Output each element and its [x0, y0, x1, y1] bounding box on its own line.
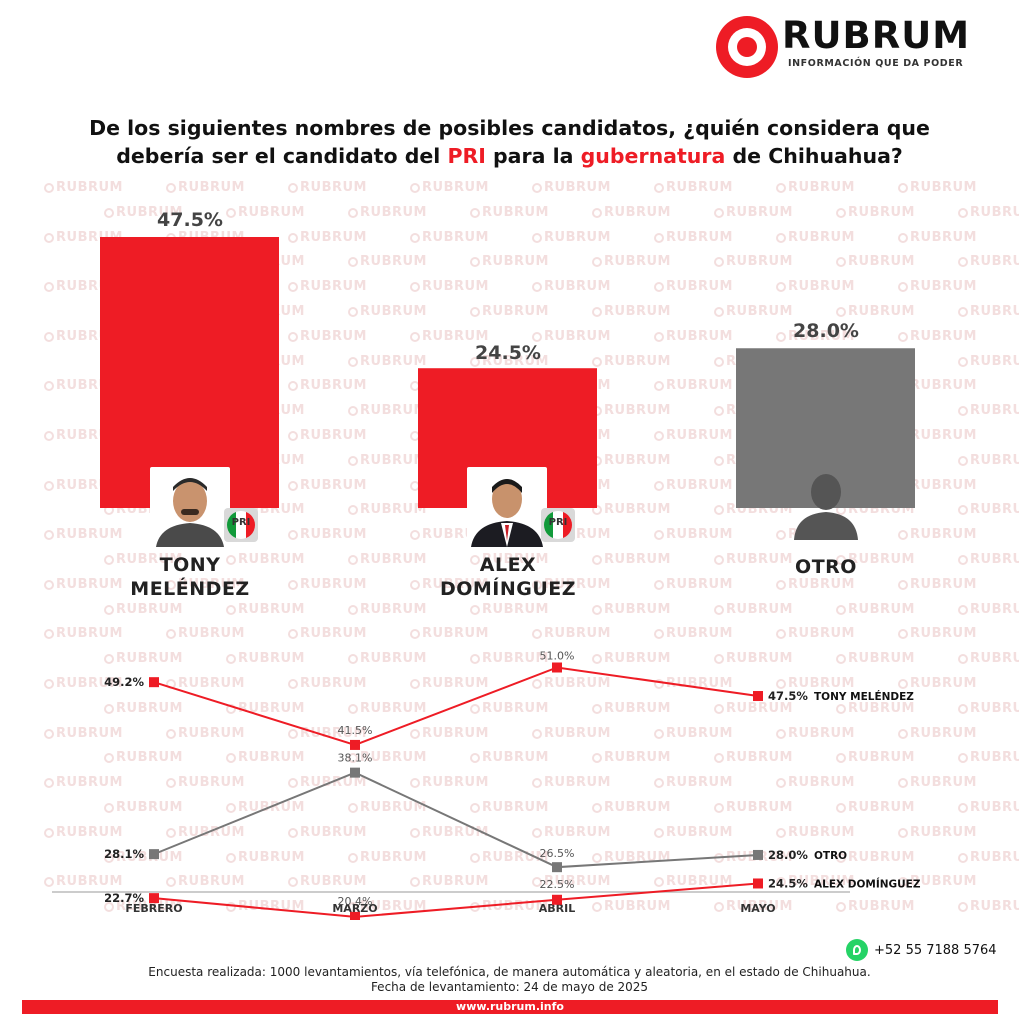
series-name-otro: OTRO — [814, 850, 847, 862]
data-label: 41.5% — [338, 724, 373, 737]
data-point-tony-melendez — [753, 691, 763, 702]
whatsapp-contact[interactable]: +52 55 7188 5764 — [846, 939, 997, 961]
x-tick-label: FEBRERO — [125, 902, 182, 915]
series-line-otro — [153, 771, 759, 869]
title-text-a: debería ser el candidato del — [116, 144, 448, 168]
series-line-tony-melendez — [153, 666, 759, 746]
pri-logo-icon: PRI — [224, 508, 258, 542]
data-label: 20.4% — [338, 895, 373, 908]
rubrum-logo: RUBRUM INFORMACIÓN QUE DA PODER — [716, 14, 996, 78]
series-line-alex-dominguez — [153, 882, 759, 918]
candidate-name-tony: TONY MELÉNDEZ — [130, 554, 250, 600]
data-point-otro — [350, 767, 360, 778]
bar-tony-melendez — [100, 237, 279, 508]
footnote-date: Fecha de levantamiento: 24 de mayo de 20… — [370, 980, 649, 994]
data-label: 47.5% — [768, 689, 808, 703]
title-text-c: para la — [485, 144, 581, 168]
data-point-alex-dominguez — [149, 893, 159, 904]
footer-bar: www.rubrum.info — [22, 1000, 998, 1014]
x-tick-label: MAYO — [740, 902, 775, 915]
survey-footnote: Encuesta realizada: 1000 levantamientos,… — [0, 965, 1019, 995]
trend-line-chart: FEBRERO MARZO ABRIL MAYO 49.2% 41.5% 51.0% 47.5… — [52, 650, 921, 920]
data-point-otro — [552, 862, 562, 873]
series-name-tony-melendez: TONY MELÉNDEZ — [814, 690, 914, 703]
data-label: 51.0% — [540, 650, 575, 663]
data-point-tony-melendez — [552, 662, 562, 673]
logo-circle-icon — [716, 16, 778, 78]
data-label: 49.2% — [104, 675, 144, 689]
tony-melendez-photo — [150, 467, 230, 547]
data-label: 24.5% — [768, 876, 808, 890]
x-tick-label: ABRIL — [539, 902, 575, 915]
data-point-tony-melendez — [149, 677, 159, 688]
data-label: 22.7% — [104, 891, 144, 905]
title-text-e: de Chihuahua? — [725, 144, 903, 168]
whatsapp-number: +52 55 7188 5764 — [874, 942, 997, 958]
data-label: 22.5% — [540, 878, 575, 891]
data-point-otro — [753, 849, 763, 860]
bar-value-label-alex: 24.5% — [475, 342, 541, 364]
bar-value-label-tony: 47.5% — [157, 209, 223, 231]
title-text-pri: PRI — [447, 144, 486, 168]
title-text-gubernatura: gubernatura — [580, 144, 726, 168]
data-label: 38.1% — [338, 752, 373, 765]
series-name-alex-dominguez: ALEX DOMÍNGUEZ — [814, 877, 921, 890]
candidate-name-otro: OTRO — [795, 556, 857, 578]
data-label: 26.5% — [540, 847, 575, 860]
data-point-otro — [149, 849, 159, 860]
data-label: 28.1% — [104, 847, 144, 861]
data-label: 28.0% — [768, 848, 808, 862]
data-point-alex-dominguez — [753, 878, 763, 889]
whatsapp-icon — [846, 939, 868, 961]
footnote-methodology: Encuesta realizada: 1000 levantamientos,… — [148, 965, 871, 979]
footer-url-link[interactable]: www.rubrum.info — [456, 1000, 564, 1013]
candidate-name-alex: ALEX DOMÍNGUEZ — [439, 554, 577, 600]
title-line-2: debería ser el candidato del PRI para la… — [20, 142, 999, 170]
logo-tagline: INFORMACIÓN QUE DA PODER — [788, 58, 964, 69]
x-tick-label: MARZO — [332, 902, 377, 915]
data-point-alex-dominguez — [552, 894, 562, 905]
title-line-1: De los siguientes nombres de posibles ca… — [89, 116, 930, 140]
alex-dominguez-photo — [467, 467, 547, 547]
data-point-alex-dominguez — [350, 911, 360, 920]
data-point-tony-melendez — [350, 739, 360, 750]
logo-wordmark: RUBRUM — [782, 14, 971, 57]
pri-logo-icon: PRI — [541, 508, 575, 542]
bar-value-label-otro: 28.0% — [793, 320, 859, 342]
chart-title: De los siguientes nombres de posibles ca… — [20, 114, 999, 170]
generic-person-icon — [794, 474, 858, 540]
